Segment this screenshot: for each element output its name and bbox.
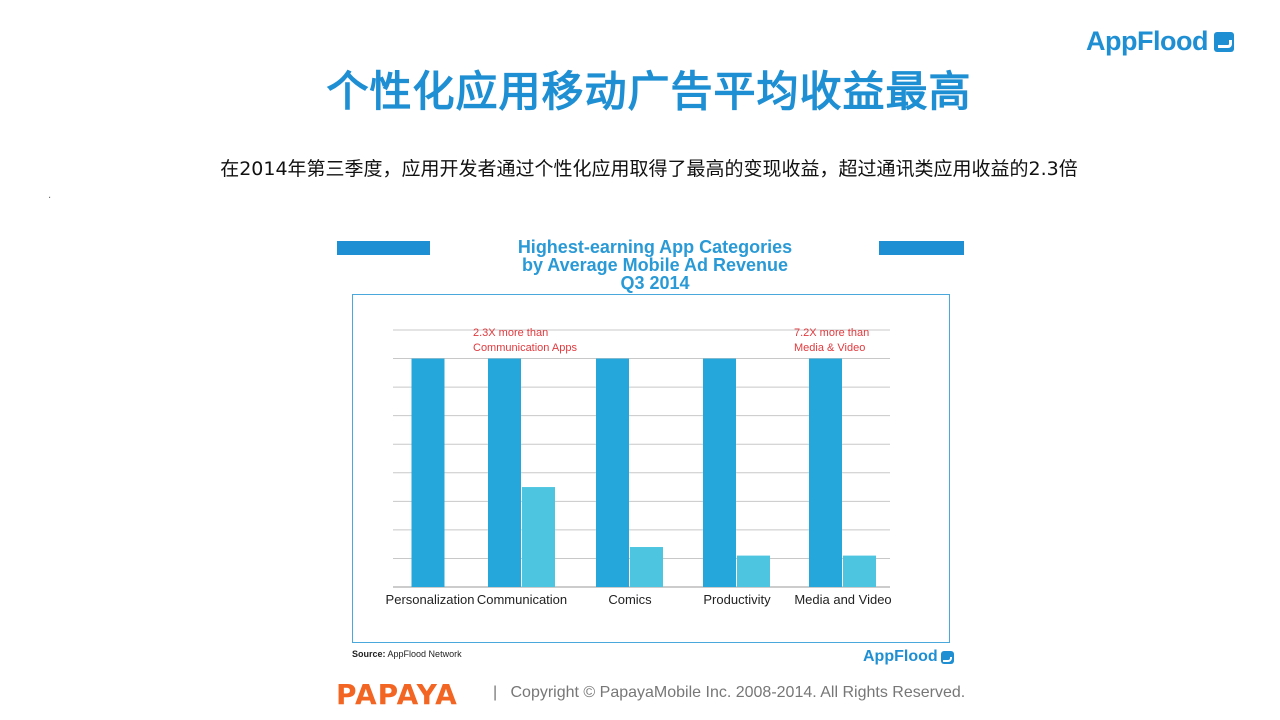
chart-title-line-1: Highest-earning App Categories	[517, 237, 793, 257]
bar-comics-s2	[630, 547, 663, 587]
bar-productivity-s1	[703, 358, 736, 587]
footer-separator: |	[493, 684, 498, 701]
source-text: AppFlood Network	[387, 649, 462, 659]
page-title: 个性化应用移动广告平均收益最高	[326, 67, 972, 116]
annotation-label: 2.3X more than	[473, 327, 548, 339]
appflood-logo-small-text: AppFlood	[863, 648, 938, 665]
annotation-label: 7.2X more than	[794, 327, 869, 339]
chart-frame	[352, 294, 950, 643]
bar-media-and-video-s2	[843, 555, 876, 587]
appflood-logo-small-icon	[940, 650, 954, 664]
appflood-logo-small: AppFlood	[863, 648, 954, 666]
x-tick-label: Media and Video	[794, 592, 891, 607]
right-decoration-bar	[879, 241, 964, 255]
appflood-logo-icon	[1213, 31, 1234, 52]
page-subtitle: 在2014年第三季度，应用开发者通过个性化应用取得了最高的变现收益，超过通讯类应…	[220, 158, 1078, 180]
bar-productivity-s2	[737, 555, 770, 587]
chart-title: Highest-earning App Categories by Averag…	[470, 238, 840, 292]
bar-personalization-s1	[411, 358, 445, 587]
chart-title-line-3: Q3 2014	[620, 273, 690, 293]
chart-source: Source: AppFlood Network	[352, 649, 462, 659]
appflood-logo-text: AppFlood	[1086, 26, 1208, 56]
bar-media-and-video-s1	[809, 358, 842, 587]
x-tick-label: Communication	[477, 592, 567, 607]
annotation-label: Communication Apps	[473, 342, 577, 354]
copyright-label: Copyright © PapayaMobile Inc. 2008-2014.…	[510, 684, 966, 701]
appflood-logo: AppFlood	[1086, 26, 1234, 57]
x-tick-label: Comics	[608, 592, 652, 607]
bar-communication-s1	[488, 358, 521, 587]
chart-title-line-2: by Average Mobile Ad Revenue	[521, 255, 789, 275]
copyright-text: | Copyright © PapayaMobile Inc. 2008-201…	[493, 684, 965, 702]
papaya-logo: PAPAYA	[336, 678, 458, 711]
bar-comics-s1	[596, 358, 629, 587]
bar-communication-s2	[522, 487, 555, 587]
left-decoration-bar	[337, 241, 430, 255]
bullet-dot: .	[48, 190, 52, 201]
x-tick-label: Personalization	[386, 592, 475, 607]
annotation-label: Media & Video	[794, 342, 865, 354]
source-label: Source:	[352, 649, 386, 659]
x-tick-label: Productivity	[703, 592, 771, 607]
